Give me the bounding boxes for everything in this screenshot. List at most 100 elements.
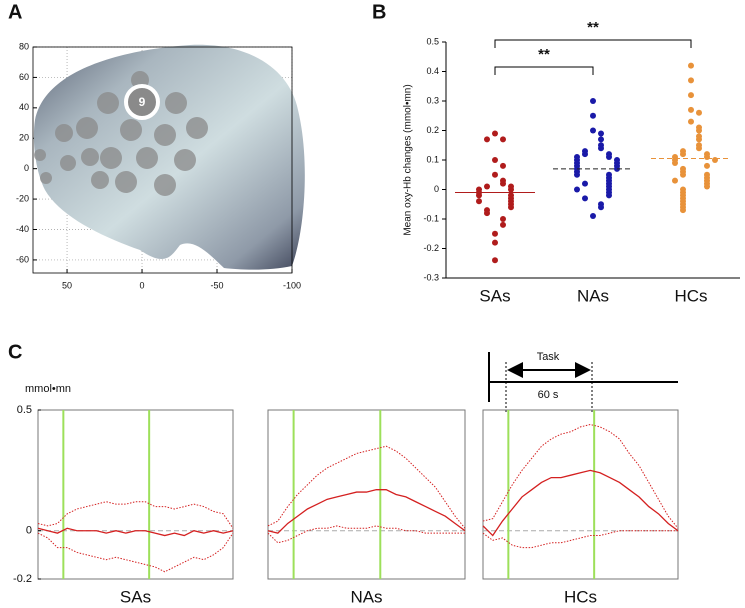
data-point — [688, 106, 694, 113]
significance-bracket — [494, 66, 594, 75]
y-tick-label: -40 — [16, 224, 29, 234]
data-point — [582, 195, 588, 202]
data-point — [590, 98, 596, 104]
data-point — [508, 186, 514, 193]
significance-label: ** — [587, 19, 599, 36]
series-line — [482, 530, 678, 549]
significance-bracket — [494, 39, 692, 48]
data-point — [476, 198, 482, 205]
data-point — [598, 204, 604, 211]
data-point — [500, 221, 506, 228]
data-point — [672, 177, 678, 184]
y-tick-label: 0 — [24, 163, 29, 173]
brain-image: 9 — [33, 44, 305, 270]
y-tick-label: 0 — [26, 525, 32, 537]
x-tick-label: HCs — [674, 286, 707, 305]
x-tick-label: 0 — [140, 280, 145, 290]
data-point — [704, 154, 710, 161]
y-tick-label: 60 — [19, 72, 29, 82]
series-line — [267, 489, 466, 534]
data-point — [500, 216, 506, 222]
series-line — [482, 423, 679, 529]
data-point — [680, 207, 686, 214]
data-point — [492, 171, 498, 178]
data-point — [476, 192, 482, 199]
data-point — [492, 157, 498, 163]
y-axis-label: mmol•mn — [25, 383, 71, 395]
data-point — [606, 154, 612, 161]
data-point — [688, 62, 694, 69]
series-line — [482, 469, 679, 537]
channel-highlight — [124, 84, 160, 120]
data-point — [704, 183, 710, 190]
data-point — [484, 210, 490, 217]
data-point — [500, 180, 506, 187]
data-point — [508, 204, 514, 211]
y-tick-label: -0.3 — [423, 272, 439, 282]
data-point — [598, 145, 604, 152]
y-tick-label: -0.2 — [13, 573, 32, 585]
data-point — [582, 151, 588, 158]
y-tick-label: 0 — [434, 184, 439, 194]
data-point — [590, 213, 596, 220]
data-point — [492, 130, 498, 137]
x-tick-label: -100 — [283, 280, 301, 290]
y-tick-label: 0.4 — [426, 66, 439, 76]
data-point — [712, 157, 718, 163]
data-point — [500, 136, 506, 143]
data-point — [696, 136, 702, 143]
axes-box — [37, 409, 234, 580]
channels — [34, 71, 208, 196]
brain-shape — [33, 44, 305, 270]
y-tick-label: 0.5 — [426, 36, 439, 46]
panel-label: B — [372, 1, 386, 23]
data-point — [598, 136, 604, 143]
chart-title: NAs — [350, 587, 382, 606]
task-duration: 60 s — [538, 389, 559, 401]
series-line — [37, 527, 234, 537]
panel-label: C — [8, 341, 22, 363]
y-tick-label: 80 — [19, 41, 29, 51]
y-tick-label: 0.3 — [426, 95, 439, 105]
data-point — [680, 151, 686, 158]
data-point — [704, 162, 710, 169]
data-point — [574, 171, 580, 178]
data-point — [492, 230, 498, 237]
chart-title: SAs — [120, 587, 151, 606]
axes-box — [267, 409, 466, 580]
series-line — [267, 525, 465, 544]
data-point — [688, 77, 694, 84]
data-point — [598, 130, 604, 137]
data-point — [582, 180, 588, 187]
series-line — [267, 445, 466, 529]
data-point — [696, 127, 702, 134]
x-tick-label: -50 — [211, 280, 224, 290]
panel-label: A — [8, 1, 22, 23]
data-point — [606, 192, 612, 199]
data-point — [492, 239, 498, 246]
y-tick-label: -20 — [16, 193, 29, 203]
y-tick-label: -60 — [16, 254, 29, 264]
y-tick-label: -0.1 — [423, 213, 439, 223]
data-point — [688, 118, 694, 125]
data-point — [492, 257, 498, 264]
axes-box — [482, 409, 679, 580]
y-axis-label: Mean oxy-Hb changes (mmol•mn) — [403, 84, 414, 235]
task-label: Task — [537, 351, 560, 363]
significance-label: ** — [538, 46, 550, 63]
y-tick-label: 0.2 — [426, 125, 439, 135]
data-point — [500, 162, 506, 169]
y-tick-label: 20 — [19, 133, 29, 143]
y-tick-label: 0.1 — [426, 154, 439, 164]
x-tick-label: SAs — [479, 286, 510, 305]
data-point — [672, 159, 678, 166]
axes-box — [32, 46, 293, 274]
series-line — [37, 532, 234, 573]
data-point — [696, 109, 702, 116]
chart-title: HCs — [564, 587, 597, 606]
data-point — [696, 145, 702, 152]
data-point — [590, 112, 596, 119]
data-point — [574, 186, 580, 193]
